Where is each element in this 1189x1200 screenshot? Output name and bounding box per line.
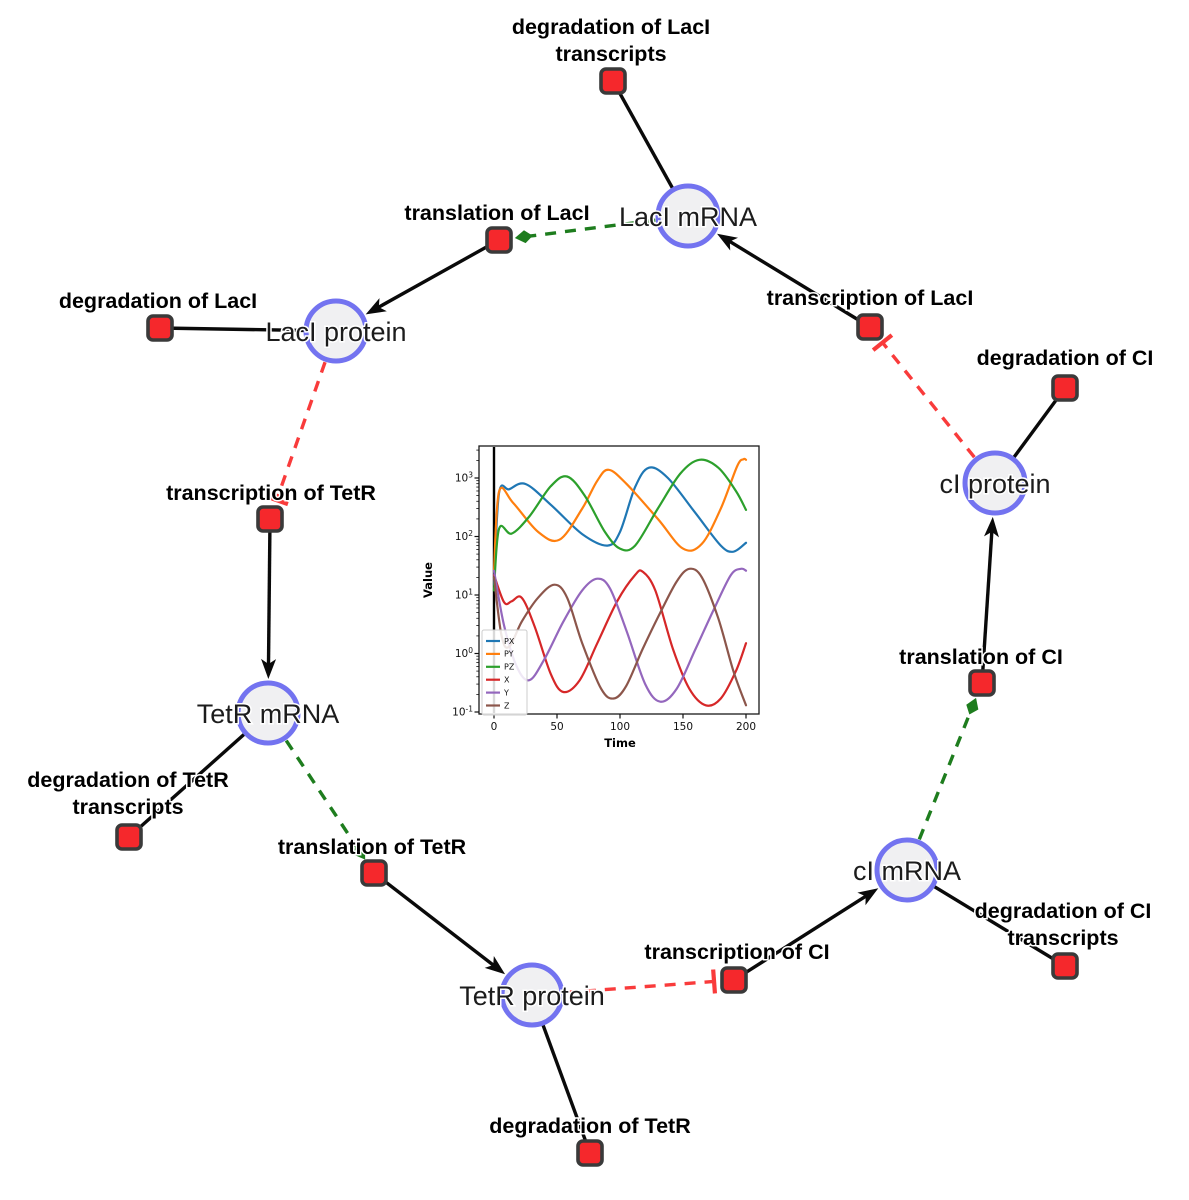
edge-arrow-transcription-of-tetr-to-tetr-mrna bbox=[261, 518, 277, 680]
reaction-label-transcription-of-tetr: transcription of TetR bbox=[166, 481, 376, 505]
chart-series-line-z bbox=[492, 567, 748, 707]
chart-x-axis-label: Time bbox=[604, 736, 636, 750]
reaction-label-degradation-of-tetr-transcripts: degradation of TetR transcripts bbox=[27, 768, 229, 819]
arrowhead-icon bbox=[365, 298, 387, 315]
chart-y-tick-label: 101 bbox=[455, 588, 473, 602]
reaction-label-degradation-of-laci: degradation of LacI bbox=[59, 289, 257, 313]
legend-label-y: Y bbox=[503, 688, 509, 697]
reaction-label-degradation-of-laci-transcripts: degradation of LacI transcripts bbox=[512, 15, 710, 66]
species-node-tetr-protein[interactable] bbox=[499, 962, 565, 1028]
edge-arrow-translation-of-tetr-to-tetr-protein bbox=[372, 871, 506, 975]
arrowhead-icon bbox=[717, 233, 739, 251]
activation-arrowhead-icon bbox=[966, 697, 979, 715]
arrowhead-icon bbox=[857, 888, 879, 906]
species-label-laci-mrna: LacI mRNA bbox=[619, 202, 757, 232]
species-node-ci-mrna[interactable] bbox=[874, 837, 940, 903]
chart-series-line-py bbox=[492, 457, 748, 573]
legend-label-pz: PZ bbox=[504, 663, 515, 672]
reaction-node-translation-of-ci[interactable] bbox=[968, 669, 996, 697]
legend-label-px: PX bbox=[504, 637, 515, 646]
legend-label-z: Z bbox=[504, 701, 510, 710]
reaction-label-translation-of-tetr: translation of TetR bbox=[278, 835, 467, 859]
chart-legend: PX PY PZ XYZ bbox=[481, 629, 528, 716]
reaction-node-translation-of-laci[interactable] bbox=[485, 226, 513, 254]
reaction-label-degradation-of-ci: degradation of CI bbox=[977, 346, 1154, 370]
species-label-ci-protein: cI protein bbox=[939, 469, 1050, 499]
chart-y-tick-label: 102 bbox=[455, 529, 473, 543]
reaction-node-degradation-of-ci[interactable] bbox=[1051, 374, 1079, 402]
reaction-nodes bbox=[115, 67, 1079, 1167]
edge-arrow-translation-of-laci-to-laci-protein bbox=[365, 238, 500, 315]
chart-y-tick-label: 10-1 bbox=[452, 705, 473, 719]
inhibition-tbar-icon bbox=[711, 969, 718, 994]
reaction-node-translation-of-tetr[interactable] bbox=[360, 859, 388, 887]
edge-inhibition-laci-protein-to-transcription-of-tetr bbox=[264, 361, 327, 507]
legend-label-py: PY bbox=[504, 650, 514, 659]
inhibition-tbar-icon bbox=[264, 494, 289, 507]
chart-y-tick-label: 100 bbox=[455, 646, 473, 660]
inhibition-tbar-icon bbox=[871, 333, 894, 352]
chart-y-tick-label: 103 bbox=[455, 471, 473, 485]
reaction-label-transcription-of-ci: transcription of CI bbox=[644, 940, 829, 964]
chart-series-line-x bbox=[492, 569, 748, 707]
inset-chart: 0 50 100 150 20010-1100101102103TimeValuePXP… bbox=[421, 445, 760, 750]
species-node-laci-protein[interactable] bbox=[303, 298, 369, 364]
arrowhead-icon bbox=[984, 516, 999, 538]
reaction-node-degradation-of-tetr[interactable] bbox=[576, 1139, 604, 1167]
chart-series-line-pz bbox=[492, 458, 748, 592]
activation-arrowhead-icon bbox=[354, 844, 366, 860]
chart-x-tick-label: 100 bbox=[610, 721, 630, 733]
edge-activation-laci-mrna-to-translation-of-laci bbox=[514, 218, 656, 244]
reaction-label-translation-of-ci: translation of CI bbox=[899, 645, 1063, 669]
reaction-label-translation-of-laci: translation of LacI bbox=[404, 201, 589, 225]
edge-activation-ci-mrna-to-translation-of-ci bbox=[917, 697, 979, 841]
edge-activation-tetr-mrna-to-translation-of-tetr bbox=[284, 739, 366, 860]
activation-arrowhead-icon bbox=[514, 230, 533, 244]
reaction-node-degradation-of-tetr-transcripts[interactable] bbox=[115, 823, 143, 851]
species-node-tetr-mrna[interactable] bbox=[235, 680, 301, 746]
edge-arrow-transcription-of-laci-to-laci-mrna bbox=[717, 233, 871, 329]
reaction-node-transcription-of-ci[interactable] bbox=[720, 966, 748, 994]
edge-inhibition-tetr-protein-to-transcription-of-ci bbox=[564, 969, 718, 995]
chart-x-tick-label: 0 bbox=[491, 721, 498, 733]
reaction-label-degradation-of-ci-transcripts: degradation of CI transcripts bbox=[975, 899, 1152, 950]
chart-frame bbox=[478, 445, 760, 715]
edge-arrow-transcription-of-ci-to-ci-mrna bbox=[733, 888, 879, 982]
reaction-node-degradation-of-laci[interactable] bbox=[146, 314, 174, 342]
reaction-node-degradation-of-ci-transcripts[interactable] bbox=[1051, 952, 1079, 980]
reaction-node-degradation-of-laci-transcripts[interactable] bbox=[599, 67, 627, 95]
arrowhead-icon bbox=[484, 956, 506, 975]
species-label-tetr-mrna: TetR mRNA bbox=[197, 699, 340, 729]
species-nodes bbox=[235, 183, 1028, 1028]
reaction-node-transcription-of-laci[interactable] bbox=[856, 313, 884, 341]
chart-y-axis-label: Value bbox=[421, 562, 435, 598]
species-label-tetr-protein: TetR protein bbox=[459, 981, 605, 1011]
species-label-ci-mrna: cI mRNA bbox=[853, 856, 961, 886]
reaction-node-transcription-of-tetr[interactable] bbox=[256, 505, 284, 533]
chart-series-line-y bbox=[492, 567, 748, 703]
species-label-laci-protein: LacI protein bbox=[265, 317, 406, 347]
edge-inhibition-ci-protein-to-transcription-of-laci bbox=[871, 333, 976, 459]
legend-label-x: X bbox=[504, 676, 510, 685]
chart-series-line-px bbox=[492, 466, 748, 586]
labels: degradation of LacI transcripts translatio… bbox=[26, 14, 1155, 1140]
chart-x-tick-label: 200 bbox=[736, 721, 756, 733]
reaction-label-transcription-of-laci: transcription of LacI bbox=[767, 286, 974, 310]
species-node-laci-mrna[interactable] bbox=[655, 183, 721, 249]
chart-x-tick-label: 50 bbox=[550, 721, 563, 733]
reaction-label-degradation-of-tetr: degradation of TetR bbox=[489, 1114, 691, 1138]
arrowhead-icon bbox=[261, 658, 277, 680]
chart-legend-box bbox=[481, 629, 528, 716]
species-node-ci-protein[interactable] bbox=[962, 450, 1028, 516]
edge-arrow-translation-of-ci-to-ci-protein bbox=[980, 516, 999, 684]
chart-x-tick-label: 150 bbox=[673, 721, 693, 733]
